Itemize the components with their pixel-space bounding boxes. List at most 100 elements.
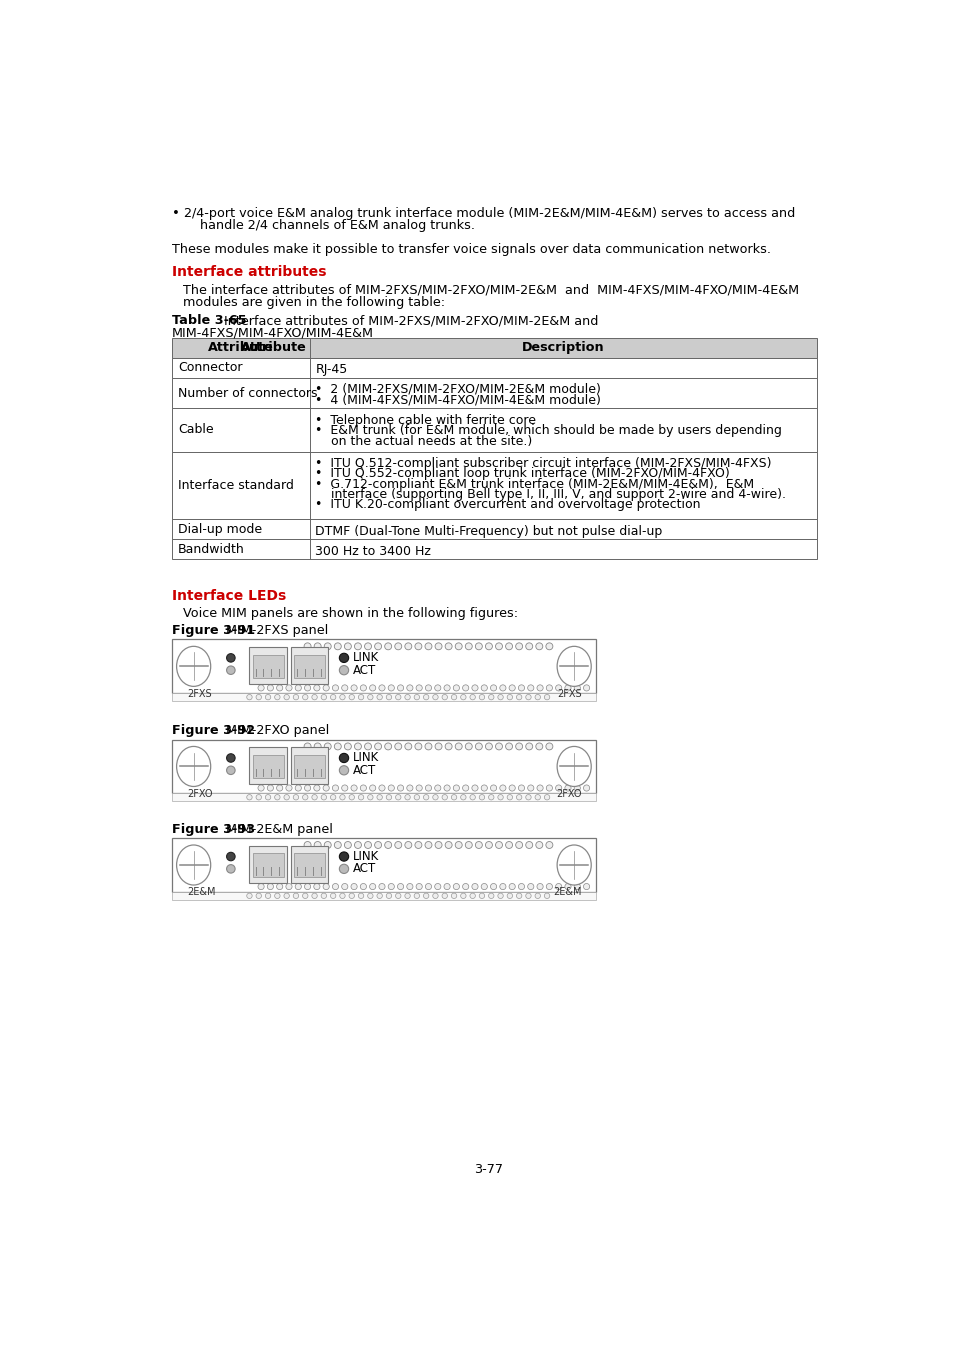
- Circle shape: [535, 694, 540, 699]
- Circle shape: [227, 753, 234, 763]
- Circle shape: [525, 795, 531, 801]
- Circle shape: [312, 894, 317, 899]
- Bar: [172, 451, 816, 520]
- Circle shape: [555, 784, 561, 791]
- Circle shape: [455, 643, 461, 649]
- Text: MIM-2E&M panel: MIM-2E&M panel: [222, 822, 333, 836]
- Circle shape: [395, 694, 400, 699]
- Circle shape: [453, 784, 459, 791]
- Bar: [294, 853, 325, 876]
- Circle shape: [302, 694, 308, 699]
- Text: MIM-4FXS/MIM-4FXO/MIM-4E&M: MIM-4FXS/MIM-4FXO/MIM-4E&M: [172, 327, 374, 340]
- Circle shape: [227, 653, 234, 662]
- Circle shape: [274, 694, 280, 699]
- Circle shape: [445, 643, 452, 649]
- Text: MIM-2FXS panel: MIM-2FXS panel: [222, 624, 328, 637]
- Circle shape: [384, 841, 392, 848]
- Circle shape: [517, 784, 524, 791]
- Circle shape: [415, 841, 421, 848]
- Circle shape: [314, 643, 321, 649]
- Circle shape: [404, 795, 410, 801]
- Circle shape: [324, 841, 331, 848]
- Circle shape: [505, 743, 512, 749]
- Circle shape: [334, 643, 341, 649]
- Circle shape: [324, 743, 331, 749]
- Bar: [172, 409, 816, 451]
- Circle shape: [375, 743, 381, 749]
- Circle shape: [406, 684, 413, 691]
- Circle shape: [544, 894, 549, 899]
- Circle shape: [537, 883, 542, 890]
- Ellipse shape: [557, 647, 591, 686]
- Text: RJ-45: RJ-45: [315, 363, 347, 375]
- Bar: [172, 740, 596, 794]
- Circle shape: [544, 694, 549, 699]
- Circle shape: [507, 694, 512, 699]
- Circle shape: [339, 795, 345, 801]
- Circle shape: [312, 795, 317, 801]
- Bar: [249, 647, 286, 684]
- Circle shape: [349, 795, 355, 801]
- Circle shape: [546, 883, 552, 890]
- Circle shape: [395, 841, 401, 848]
- Circle shape: [388, 684, 394, 691]
- Circle shape: [505, 643, 512, 649]
- Circle shape: [480, 883, 487, 890]
- Circle shape: [414, 894, 419, 899]
- Circle shape: [339, 894, 345, 899]
- Circle shape: [227, 864, 234, 873]
- Circle shape: [545, 743, 553, 749]
- Circle shape: [485, 643, 492, 649]
- Circle shape: [332, 784, 338, 791]
- Circle shape: [453, 684, 459, 691]
- Circle shape: [267, 684, 274, 691]
- Circle shape: [360, 784, 366, 791]
- Text: 2FXS: 2FXS: [557, 688, 581, 699]
- Circle shape: [507, 795, 512, 801]
- Circle shape: [395, 795, 400, 801]
- Circle shape: [395, 894, 400, 899]
- Circle shape: [255, 694, 261, 699]
- Circle shape: [314, 743, 321, 749]
- Circle shape: [435, 643, 441, 649]
- Circle shape: [339, 852, 348, 861]
- Circle shape: [302, 795, 308, 801]
- Circle shape: [499, 784, 505, 791]
- Circle shape: [490, 684, 497, 691]
- Circle shape: [257, 784, 264, 791]
- Text: Figure 3-92: Figure 3-92: [172, 724, 254, 737]
- Circle shape: [364, 743, 371, 749]
- Circle shape: [499, 684, 505, 691]
- Circle shape: [443, 784, 450, 791]
- Circle shape: [293, 795, 298, 801]
- Circle shape: [360, 684, 366, 691]
- Ellipse shape: [557, 747, 591, 787]
- Circle shape: [247, 694, 252, 699]
- Circle shape: [555, 684, 561, 691]
- Circle shape: [495, 841, 502, 848]
- Circle shape: [516, 743, 522, 749]
- Circle shape: [286, 684, 292, 691]
- Circle shape: [339, 765, 348, 775]
- Circle shape: [364, 841, 371, 848]
- Bar: [172, 794, 596, 801]
- Circle shape: [435, 883, 440, 890]
- Circle shape: [564, 883, 571, 890]
- Circle shape: [517, 684, 524, 691]
- Circle shape: [507, 894, 512, 899]
- Bar: [172, 694, 596, 701]
- Circle shape: [525, 841, 532, 848]
- Circle shape: [364, 643, 371, 649]
- Bar: [172, 338, 816, 358]
- Ellipse shape: [176, 845, 211, 886]
- Circle shape: [265, 694, 271, 699]
- Circle shape: [485, 841, 492, 848]
- Circle shape: [375, 841, 381, 848]
- Ellipse shape: [176, 647, 211, 686]
- Circle shape: [341, 883, 348, 890]
- Circle shape: [330, 795, 335, 801]
- Circle shape: [465, 841, 472, 848]
- Text: 300 Hz to 3400 Hz: 300 Hz to 3400 Hz: [315, 544, 431, 558]
- Circle shape: [536, 643, 542, 649]
- Circle shape: [351, 883, 356, 890]
